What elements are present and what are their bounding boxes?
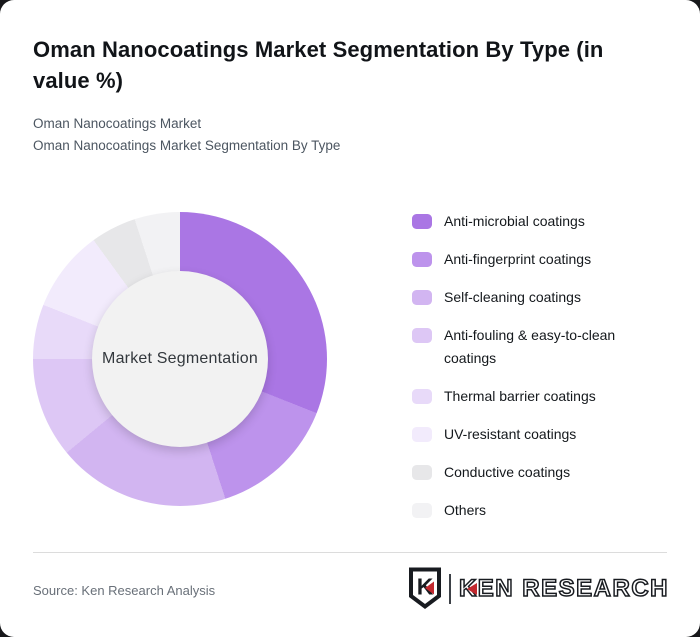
donut-center-label: Market Segmentation [102, 350, 258, 367]
legend-label: Self-cleaning coatings [444, 289, 581, 305]
legend-swatch [412, 465, 432, 480]
legend-item: Anti-microbial coatings [412, 210, 657, 233]
legend-swatch [412, 290, 432, 305]
legend-swatch [412, 214, 432, 229]
ken-research-logo: K KEN RESEARCH [407, 567, 669, 611]
legend-swatch [412, 328, 432, 343]
legend-swatch [412, 389, 432, 404]
legend-label: Conductive coatings [444, 464, 571, 480]
subtitle-line-2: Oman Nanocoatings Market Segmentation By… [33, 137, 341, 153]
ken-research-shield-icon: K [408, 567, 441, 609]
legend-swatch [412, 252, 432, 267]
donut-chart: Market Segmentation [33, 212, 327, 506]
legend-label: Thermal barrier coatings [444, 388, 596, 404]
legend-item: Conductive coatings [412, 461, 657, 484]
chart-legend: Anti-microbial coatings Anti-fingerprint … [412, 208, 657, 537]
logo-wordmark-text: KEN RESEARCH [458, 575, 669, 602]
legend-item: Self-cleaning coatings [412, 286, 657, 309]
logo-divider-bar [448, 574, 451, 604]
logo-wordmark: KEN RESEARCH [458, 575, 669, 602]
donut-center: Market Segmentation [92, 271, 268, 447]
emblem-letter: K [417, 574, 434, 600]
chart-area: Market Segmentation Anti-microbial coati… [33, 208, 667, 537]
legend-label: Anti-fouling & easy-to-clean coatings [444, 327, 616, 366]
logo-k-triangle-icon [466, 583, 477, 595]
footer-divider [33, 552, 667, 553]
legend-label: Others [444, 502, 487, 518]
page-title: Oman Nanocoatings Market Segmentation By… [33, 37, 604, 93]
legend-item: Others [412, 499, 657, 522]
legend-swatch [412, 427, 432, 442]
legend-label: UV-resistant coatings [444, 426, 577, 442]
subtitle-line-1: Oman Nanocoatings Market [33, 116, 202, 131]
legend-swatch [412, 503, 432, 518]
chart-subtitle: Oman Nanocoatings Market Oman Nanocoatin… [33, 113, 667, 156]
legend-item: Anti-fouling & easy-to-clean coatings [412, 324, 657, 370]
legend-item: Anti-fingerprint coatings [412, 248, 657, 271]
legend-item: Thermal barrier coatings [412, 385, 657, 408]
legend-item: UV-resistant coatings [412, 423, 657, 446]
legend-label: Anti-microbial coatings [444, 213, 585, 229]
source-note: Source: Ken Research Analysis [33, 583, 216, 598]
legend-label: Anti-fingerprint coatings [444, 251, 592, 267]
